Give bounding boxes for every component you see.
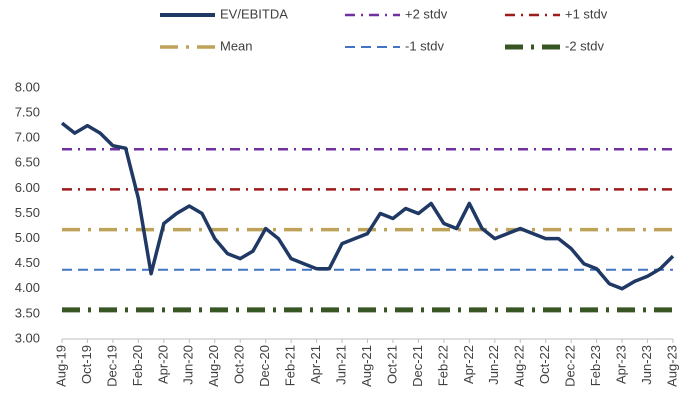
y-tick-label: 3.00 [15,330,40,345]
x-tick-label: Dec-20 [257,345,272,387]
x-tick-label: Oct-19 [79,345,94,384]
x-tick-label: Dec-21 [410,345,425,387]
y-tick-label: 6.00 [15,180,40,195]
y-tick-label: 4.00 [15,280,40,295]
x-tick-label: Apr-22 [461,345,476,384]
legend-label: +1 stdv [565,6,608,21]
x-tick-label: Aug-19 [53,345,68,387]
x-tick-label: Aug-22 [512,345,527,387]
x-tick-label: Aug-21 [359,345,374,387]
x-tick-label: Oct-22 [537,345,552,384]
legend-label: -2 stdv [565,38,605,53]
x-tick-label: Apr-23 [614,345,629,384]
y-tick-label: 3.50 [15,305,40,320]
x-tick-label: Oct-21 [384,345,399,384]
y-tick-label: 8.00 [15,79,40,94]
x-tick-label: Dec-22 [563,345,578,387]
legend-label: Mean [220,38,253,53]
x-tick-label: Oct-20 [232,345,247,384]
x-tick-label: Aug-23 [664,345,679,387]
y-tick-label: 4.50 [15,255,40,270]
x-tick-label: Jun-22 [486,345,501,385]
x-tick-label: Jun-21 [333,345,348,385]
legend-label: -1 stdv [405,38,445,53]
x-tick-label: Apr-21 [308,345,323,384]
x-tick-label: Dec-19 [104,345,119,387]
x-tick-label: Apr-20 [155,345,170,384]
x-tick-label: Jun-20 [181,345,196,385]
x-tick-label: Feb-21 [283,345,298,386]
legend-label: EV/EBITDA [220,6,288,21]
x-tick-label: Jun-23 [639,345,654,385]
x-tick-label: Feb-22 [435,345,450,386]
y-tick-label: 7.50 [15,105,40,120]
series-line [60,121,675,291]
y-tick-label: 7.00 [15,130,40,145]
y-tick-label: 6.50 [15,155,40,170]
y-tick-label: 5.00 [15,230,40,245]
legend-label: +2 stdv [405,6,448,21]
x-tick-label: Aug-20 [206,345,221,387]
x-tick-label: Feb-23 [588,345,603,386]
y-tick-label: 5.50 [15,205,40,220]
x-tick-label: Feb-20 [130,345,145,386]
